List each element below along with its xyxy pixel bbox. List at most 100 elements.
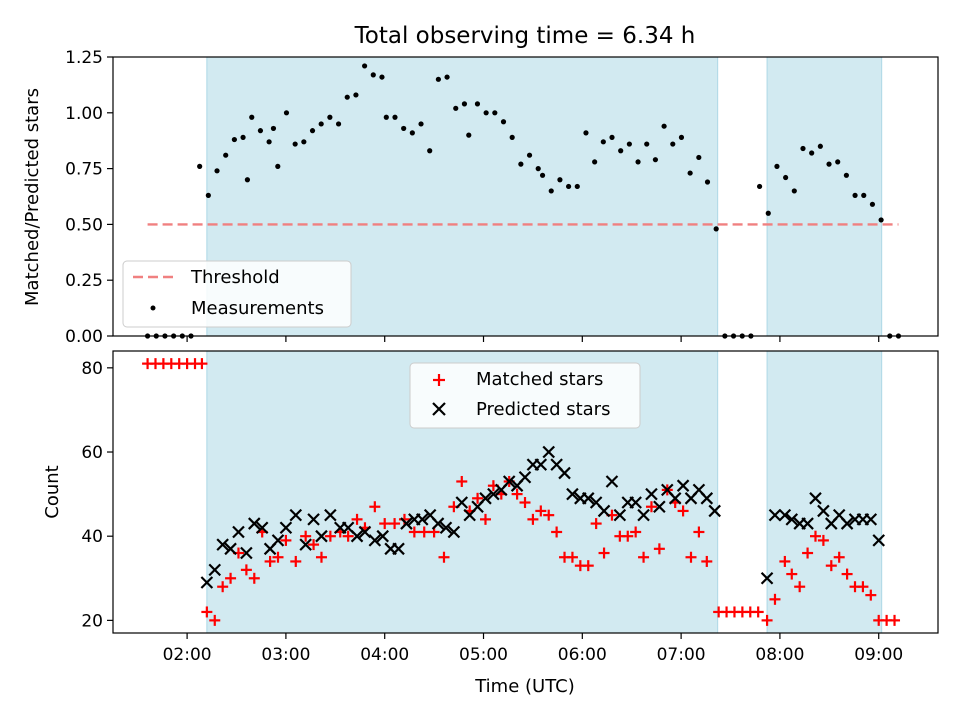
matched-star-marker xyxy=(527,513,539,525)
bottom-y-axis-label: Count xyxy=(42,465,63,518)
predicted-star-marker xyxy=(708,504,721,518)
top-y-tick-label: 1.25 xyxy=(65,48,103,68)
predicted-star-marker xyxy=(415,513,429,526)
predicted-star-marker-b xyxy=(439,521,453,535)
predicted-star-marker xyxy=(240,546,253,560)
matched-star-marker xyxy=(511,488,523,500)
predicted-star-marker xyxy=(768,508,782,522)
matched-star-marker xyxy=(653,543,665,555)
measurement-point xyxy=(344,94,350,100)
matched-star-marker xyxy=(472,492,484,504)
predicted-star-marker xyxy=(431,517,445,530)
predicted-star-marker-b xyxy=(550,458,563,471)
matched-star-marker xyxy=(817,534,829,546)
predicted-star-marker xyxy=(200,576,214,589)
measurement-point xyxy=(453,105,459,111)
measurement-point xyxy=(518,161,524,167)
predicted-star-marker-b xyxy=(760,572,774,585)
predicted-star-marker-b xyxy=(255,521,269,535)
measurement-point xyxy=(535,166,541,172)
matched-star-marker xyxy=(217,581,229,593)
matched-star-marker xyxy=(638,551,650,563)
matched-star-marker xyxy=(290,555,302,567)
measurement-point xyxy=(353,92,359,98)
predicted-star-marker xyxy=(315,529,328,543)
predicted-star-marker xyxy=(271,534,285,547)
predicted-star-marker-b xyxy=(400,517,413,530)
matched-star-marker xyxy=(809,530,821,542)
matched-star-marker xyxy=(308,539,320,551)
matched-star-marker xyxy=(300,530,312,542)
count-panel: 02:00 03:00 04:00 05:00 06:00 07:00 08:00 09:00… xyxy=(42,350,939,665)
top-y-axis-label: Matched/Predicted stars xyxy=(22,88,43,306)
predicted-star-marker xyxy=(605,475,619,488)
threshold-legend-label: Threshold xyxy=(190,267,280,288)
predicted-star-marker-b xyxy=(872,534,885,547)
measurement-point xyxy=(583,130,589,136)
measurement-point xyxy=(852,192,858,198)
measurement-point xyxy=(817,143,823,149)
top-y-tick-label: 0.00 xyxy=(65,327,103,347)
measurement-point xyxy=(270,125,277,132)
predicted-star-marker xyxy=(760,572,774,585)
matched-star-marker xyxy=(786,568,798,580)
predicted-star-marker-b xyxy=(289,508,303,522)
bottom-axis-ticks: 02:00 03:00 04:00 05:00 06:00 07:00 08:00 09:00… xyxy=(81,359,903,665)
matched-star-marker xyxy=(693,526,705,538)
matched-star-marker xyxy=(566,551,578,563)
predicted-star-marker xyxy=(224,542,237,556)
predicted-star-marker-b xyxy=(299,538,312,551)
bottom-y-tick-label: 20 xyxy=(81,611,103,631)
matched-star-marker xyxy=(543,509,555,521)
predicted-star-marker xyxy=(232,525,245,539)
matched-star-marker xyxy=(201,606,213,618)
predicted-star-marker-b xyxy=(778,508,792,522)
matched-star-marker xyxy=(833,551,845,563)
predicted-star-marker xyxy=(518,470,532,484)
predicted-star-marker-b xyxy=(558,466,571,480)
predicted-star-marker-b xyxy=(840,517,854,530)
measurement-point xyxy=(557,177,563,183)
predicted-star-marker-b xyxy=(447,525,461,539)
matched-star-marker xyxy=(280,534,292,546)
predicted-star-marker xyxy=(248,517,261,530)
measurement-point xyxy=(566,183,572,190)
predicted-star-marker xyxy=(299,538,312,551)
measurement-point xyxy=(223,152,229,158)
predicted-star-marker-b xyxy=(392,542,405,556)
measurement-point xyxy=(292,141,298,147)
ratio-panel: 0.00 0.25 0.50 0.75 1.00 1.25 Matched/Predict… xyxy=(22,48,939,347)
predicted-star-marker-b xyxy=(613,508,627,522)
measurement-point xyxy=(301,139,307,145)
measurement-point xyxy=(644,141,650,147)
predicted-star-marker-b xyxy=(479,492,492,505)
predicted-star-marker xyxy=(376,529,390,543)
matched-star-marker xyxy=(841,568,853,580)
measurement-point xyxy=(713,226,719,232)
x-tick-label: 05:00 xyxy=(459,645,508,665)
predicted-star-marker-b xyxy=(566,487,579,501)
measurement-point xyxy=(756,183,763,190)
matched-star-marker xyxy=(225,572,237,584)
matched-star-marker xyxy=(351,513,363,525)
x-tick-label: 09:00 xyxy=(854,645,903,665)
predicted-star-marker-b xyxy=(376,529,390,543)
matched-star-marker xyxy=(794,581,806,593)
predicted-star-marker xyxy=(400,517,413,530)
measurement-point xyxy=(327,114,333,120)
predicted-star-marker-b xyxy=(785,513,799,526)
predicted-star-marker xyxy=(785,513,799,526)
measurement-point xyxy=(266,139,272,145)
measurement-point xyxy=(600,139,606,145)
matched-star-marker xyxy=(645,501,657,513)
measurement-point xyxy=(435,76,441,82)
predicted-star-marker xyxy=(289,508,303,522)
predicted-star-marker xyxy=(613,508,627,522)
measurement-point xyxy=(618,148,624,154)
measurement-point xyxy=(335,121,342,127)
predicted-star-marker xyxy=(216,538,229,551)
matched-star-marker xyxy=(479,513,491,525)
predicted-star-marker xyxy=(700,492,714,505)
predicted-star-marker xyxy=(279,521,293,535)
